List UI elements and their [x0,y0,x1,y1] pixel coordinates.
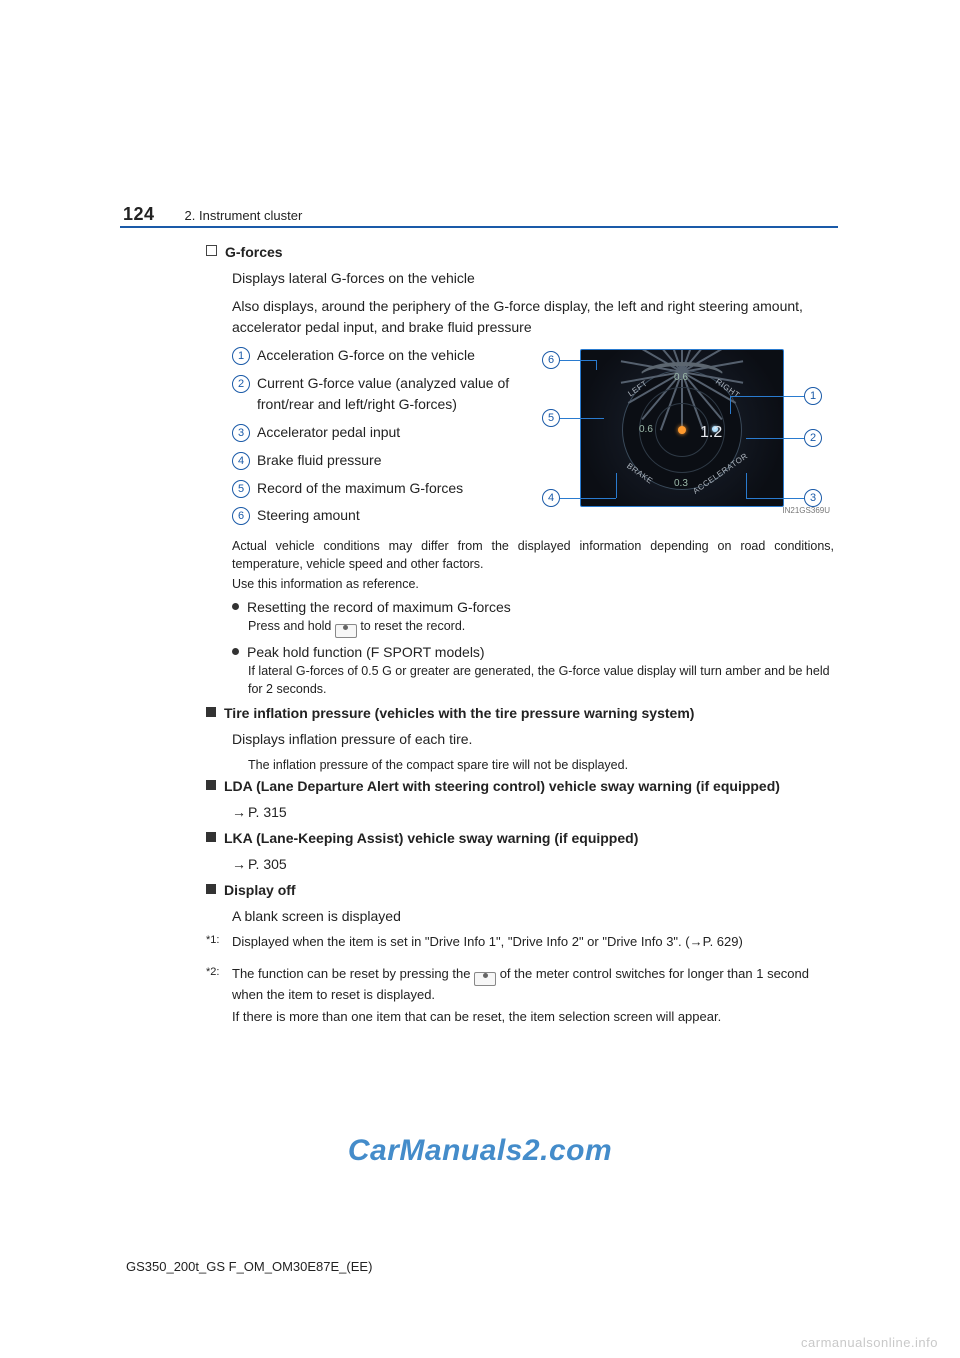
section-display-off-title: Display off [224,882,296,898]
section-lka: LKA (Lane-Keeping Assist) vehicle sway w… [206,830,834,846]
gforces-intro-1: Displays lateral G-forces on the vehicle [232,268,834,290]
bullet-reset-line: Press and hold to reset the record. [248,617,834,638]
section-tire-title: Tire inflation pressure (vehicles with t… [224,705,694,721]
section-lda-title: LDA (Lane Departure Alert with steering … [224,778,780,794]
center-dot-icon [678,426,686,434]
site-watermark: carmanualsonline.info [801,1335,938,1350]
dot-bullet-icon [232,603,239,610]
section-gforces: G-forces [206,244,834,260]
gforce-figure: 1.2 0.6 0.6 0.3 LEFT RIGHT BRAKE ACCELER… [532,345,832,533]
gforces-note-2: Use this information as reference. [232,575,834,593]
image-code: IN21GS369U [782,506,830,515]
header-rule [120,226,838,228]
meter-button-icon [474,972,496,986]
lka-ref: P. 305 [232,854,834,876]
watermark: CarManuals2.com [348,1134,612,1168]
meter-button-icon [335,624,357,638]
gforce-value: 1.2 [700,424,722,442]
section-gforces-title: G-forces [225,244,283,260]
filled-square-bullet-icon [206,884,216,894]
filled-square-bullet-icon [206,707,216,717]
square-bullet-icon [206,245,217,256]
dot-bullet-icon [232,648,239,655]
bullet-peak: Peak hold function (F SPORT models) [232,644,834,660]
filled-square-bullet-icon [206,832,216,842]
display-off-line: A blank screen is displayed [232,906,834,928]
filled-square-bullet-icon [206,780,216,790]
callout-item-6: 6Steering amount [232,505,512,527]
footnote-2: *2: The function can be reset by pressin… [206,965,834,1028]
section-tire: Tire inflation pressure (vehicles with t… [206,705,834,721]
circled-5-icon: 5 [232,480,250,498]
section-lka-title: LKA (Lane-Keeping Assist) vehicle sway w… [224,830,638,846]
callout-item-3: 3Accelerator pedal input [232,422,512,444]
gforces-callout-list: 1Acceleration G-force on the vehicle 2Cu… [232,345,512,533]
page-number: 124 [123,204,155,225]
fig-callout-6: 6 [542,351,560,369]
fig-callout-3: 3 [804,489,822,507]
fig-callout-5: 5 [542,409,560,427]
circled-1-icon: 1 [232,347,250,365]
gforces-note-1: Actual vehicle conditions may differ fro… [232,537,834,573]
section-display-off: Display off [206,882,834,898]
chapter-title: 2. Instrument cluster [185,208,303,223]
bullet-reset: Resetting the record of maximum G-forces [232,599,834,615]
circled-2-icon: 2 [232,375,250,393]
callout-item-2: 2Current G-force value (analyzed value o… [232,373,512,416]
fig-callout-4: 4 [542,489,560,507]
section-lda: LDA (Lane Departure Alert with steering … [206,778,834,794]
tire-line: Displays inflation pressure of each tire… [232,729,834,751]
document-code: GS350_200t_GS F_OM_OM30E87E_(EE) [126,1259,372,1274]
fig-callout-1: 1 [804,387,822,405]
callout-item-4: 4Brake fluid pressure [232,450,512,472]
circled-3-icon: 3 [232,424,250,442]
callout-item-1: 1Acceleration G-force on the vehicle [232,345,512,367]
gforces-intro-2: Also displays, around the periphery of t… [232,296,834,339]
circled-4-icon: 4 [232,452,250,470]
num-bottom: 0.3 [674,478,688,489]
circled-6-icon: 6 [232,507,250,525]
footnote-1: *1: Displayed when the item is set in "D… [206,933,834,954]
fig-callout-2: 2 [804,429,822,447]
lda-ref: P. 315 [232,802,834,824]
num-left: 0.6 [639,424,653,435]
bullet-peak-line: If lateral G-forces of 0.5 G or greater … [248,662,834,698]
callout-item-5: 5Record of the maximum G-forces [232,478,512,500]
num-top: 0.6 [674,372,688,383]
tire-note: The inflation pressure of the compact sp… [248,756,834,774]
gforce-display: 1.2 0.6 0.6 0.3 LEFT RIGHT BRAKE ACCELER… [580,349,784,507]
